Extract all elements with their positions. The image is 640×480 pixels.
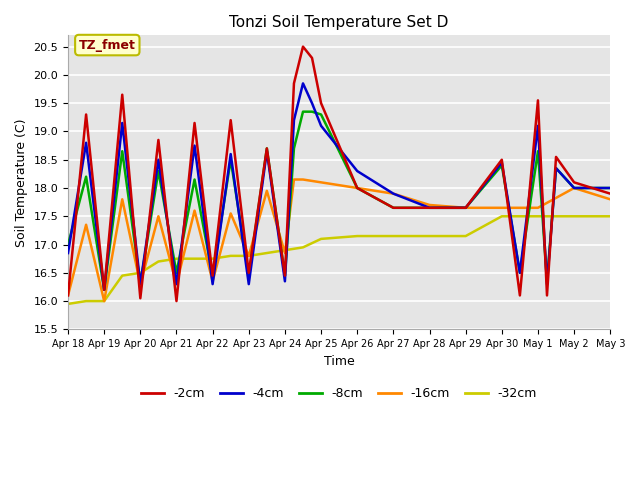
Y-axis label: Soil Temperature (C): Soil Temperature (C) — [15, 118, 28, 247]
Title: Tonzi Soil Temperature Set D: Tonzi Soil Temperature Set D — [230, 15, 449, 30]
Text: TZ_fmet: TZ_fmet — [79, 38, 136, 51]
X-axis label: Time: Time — [324, 355, 355, 368]
Legend: -2cm, -4cm, -8cm, -16cm, -32cm: -2cm, -4cm, -8cm, -16cm, -32cm — [136, 383, 542, 406]
